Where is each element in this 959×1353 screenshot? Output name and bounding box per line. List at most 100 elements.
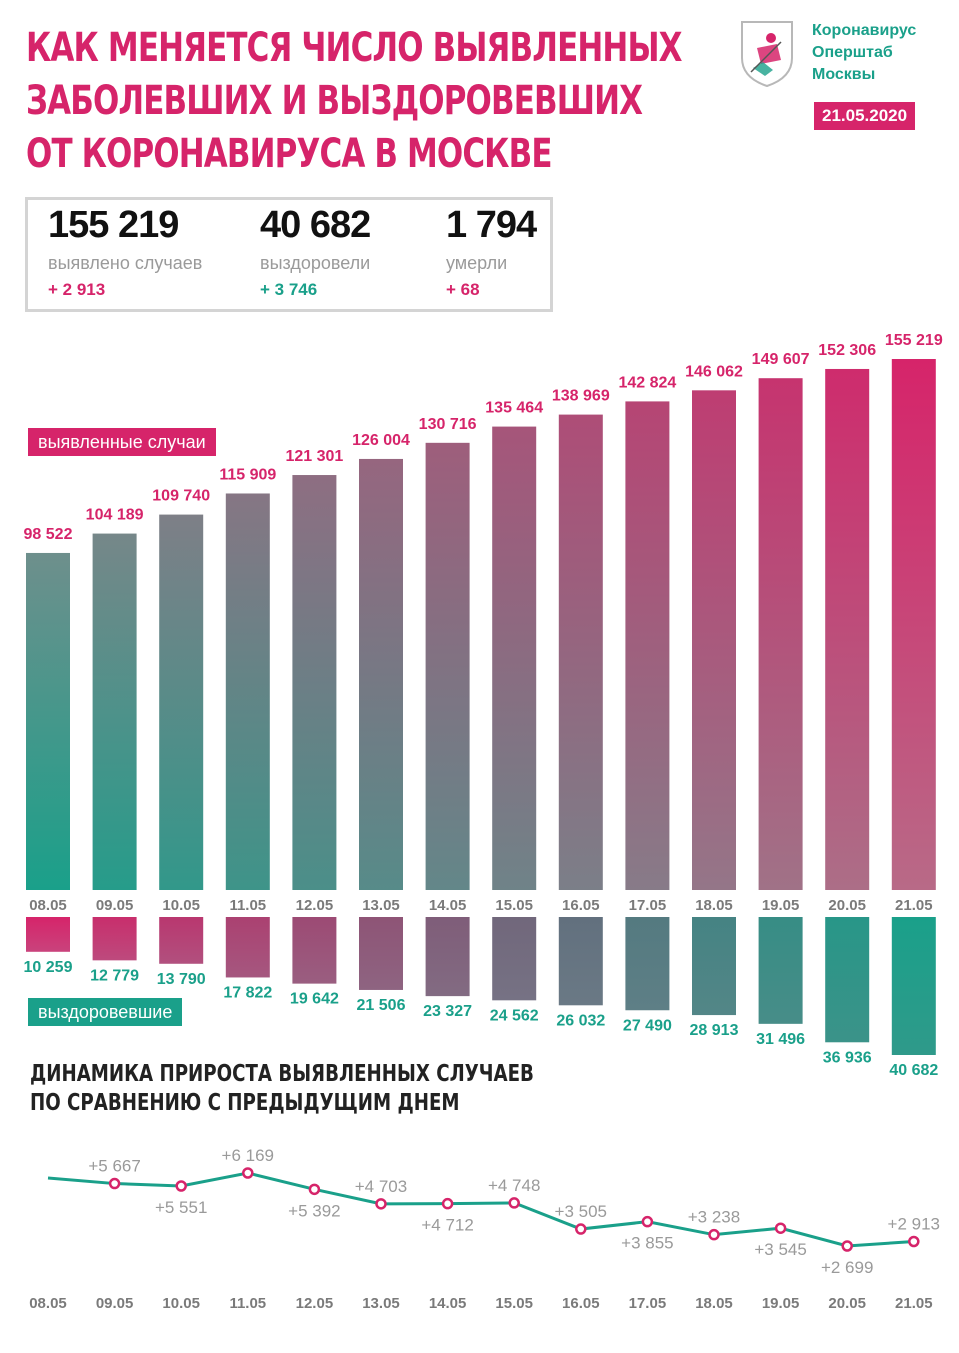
brand-block: Коронавирус Оперштаб Москвы xyxy=(812,20,916,86)
line-category-label: 15.05 xyxy=(495,1295,533,1312)
stat-delta: + 68 xyxy=(446,280,480,299)
line-category-label: 17.05 xyxy=(629,1295,667,1312)
stat-number: 155 219 xyxy=(48,204,179,246)
bar-label-recovered: 27 490 xyxy=(623,1017,672,1034)
line-category-label: 21.05 xyxy=(895,1295,933,1312)
stat-delta: + 2 913 xyxy=(48,280,106,299)
bar-label-recovered: 21 506 xyxy=(357,997,406,1014)
bar-label-recovered: 24 562 xyxy=(490,1007,539,1024)
bar-cases xyxy=(758,378,803,890)
bar-label-recovered: 19 642 xyxy=(290,991,339,1008)
line-category-label: 16.05 xyxy=(562,1295,600,1312)
bar-category-label: 19.05 xyxy=(762,897,800,914)
bar-recovered xyxy=(891,917,936,1055)
title-line: ОТ КОРОНАВИРУСА В МОСКВЕ xyxy=(26,131,552,177)
bar-category-label: 21.05 xyxy=(895,897,933,914)
stat-cases: 155 219 выявлено случаев + 2 913 xyxy=(48,204,202,300)
growth-point xyxy=(242,1167,254,1179)
section-subtitle: ДИНАМИКА ПРИРОСТА ВЫЯВЛЕННЫХ СЛУЧАЕВ ПО … xyxy=(30,1060,593,1118)
bar-label-cases: 138 969 xyxy=(552,388,610,405)
growth-point xyxy=(441,1197,454,1210)
legend-cases: выявленные случаи xyxy=(28,428,216,456)
bar-cases xyxy=(825,368,870,890)
bar-cases xyxy=(92,533,137,890)
line-category-label: 10.05 xyxy=(162,1295,200,1312)
bar-category-label: 18.05 xyxy=(695,897,733,914)
bar-recovered xyxy=(92,917,137,961)
bar-category-label: 16.05 xyxy=(562,897,600,914)
date-badge: 21.05.2020 xyxy=(814,102,916,130)
growth-point xyxy=(575,1223,587,1235)
bar-label-recovered: 31 496 xyxy=(756,1031,805,1048)
bar-recovered xyxy=(26,917,70,952)
bar-category-label: 12.05 xyxy=(296,897,334,914)
bar-category-label: 20.05 xyxy=(828,897,866,914)
growth-label: +3 505 xyxy=(555,1202,607,1221)
bar-label-recovered: 36 936 xyxy=(823,1049,872,1066)
growth-label: +5 392 xyxy=(288,1201,340,1220)
stat-number: 1 794 xyxy=(446,204,537,246)
bar-recovered xyxy=(625,917,670,1011)
bar-label-cases: 130 716 xyxy=(419,416,477,433)
bar-label-recovered: 40 682 xyxy=(889,1062,938,1079)
stat-number: 40 682 xyxy=(260,204,371,246)
bar-cases xyxy=(425,442,470,890)
line-category-label: 20.05 xyxy=(828,1295,866,1312)
bar-category-label: 14.05 xyxy=(429,897,467,914)
bar-label-recovered: 13 790 xyxy=(157,971,206,988)
line-category-label: 08.05 xyxy=(29,1295,67,1312)
stat-label: умерли xyxy=(446,253,508,273)
bar-cases xyxy=(225,493,270,890)
bar-label-recovered: 28 913 xyxy=(690,1022,739,1039)
line-category-label: 09.05 xyxy=(96,1295,134,1312)
brand-line: Коронавирус xyxy=(812,22,917,39)
bar-recovered xyxy=(758,917,803,1024)
growth-label: +3 238 xyxy=(688,1208,740,1227)
bar-category-label: 09.05 xyxy=(96,897,134,914)
bar-label-recovered: 12 779 xyxy=(90,967,139,984)
growth-point xyxy=(841,1240,853,1252)
bar-cases xyxy=(26,552,70,890)
bar-label-recovered: 17 822 xyxy=(223,984,272,1001)
growth-point xyxy=(908,1235,920,1248)
stat-label: выявлено случаев xyxy=(48,253,203,273)
line-category-label: 14.05 xyxy=(429,1295,467,1312)
stat-recovered: 40 682 выздоровели + 3 746 xyxy=(260,204,371,300)
brand-line: Москвы xyxy=(812,66,876,83)
bar-category-label: 11.05 xyxy=(229,897,266,914)
bar-category-label: 15.05 xyxy=(495,897,533,914)
growth-line xyxy=(47,1171,914,1248)
bar-label-cases: 109 740 xyxy=(152,488,210,505)
bar-label-cases: 152 306 xyxy=(818,342,876,359)
legend-recovered: выздоровевшие xyxy=(28,998,183,1026)
stats-box: 155 219 выявлено случаев + 2 913 40 682 … xyxy=(25,197,553,312)
line-category-label: 19.05 xyxy=(762,1295,800,1312)
growth-label: +4 748 xyxy=(488,1176,540,1195)
bar-cases xyxy=(492,426,537,890)
stat-label: выздоровели xyxy=(260,253,371,273)
growth-point xyxy=(641,1215,654,1228)
bar-cases xyxy=(692,390,736,890)
bar-recovered xyxy=(292,917,337,984)
bar-cases xyxy=(625,401,670,890)
growth-label: +3 855 xyxy=(621,1234,673,1253)
growth-label: +4 703 xyxy=(355,1177,407,1196)
bar-label-cases: 142 824 xyxy=(618,374,676,391)
title-line: ЗАБОЛЕВШИХ И ВЫЗДОРОВЕВШИХ xyxy=(26,78,643,124)
stat-deaths: 1 794 умерли + 68 xyxy=(446,204,537,300)
bar-recovered xyxy=(825,917,870,1043)
moscow-coat-of-arms-icon xyxy=(741,21,793,88)
bar-cases xyxy=(159,514,204,890)
bar-label-recovered: 10 259 xyxy=(24,959,73,976)
line-category-label: 18.05 xyxy=(695,1295,733,1312)
growth-point xyxy=(375,1198,387,1210)
line-category-label: 13.05 xyxy=(362,1295,400,1312)
growth-label: +2 699 xyxy=(821,1258,873,1277)
bar-recovered xyxy=(492,917,537,1001)
bar-label-cases: 104 189 xyxy=(86,507,144,524)
bar-recovered xyxy=(159,917,204,964)
bar-recovered xyxy=(225,917,270,978)
bar-label-cases: 146 062 xyxy=(685,363,743,380)
bar-cases xyxy=(891,359,936,890)
